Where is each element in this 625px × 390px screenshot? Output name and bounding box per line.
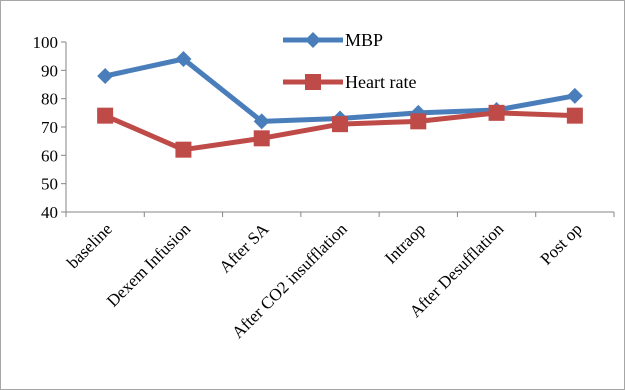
series-layer [97, 51, 583, 158]
legend: MBP Heart rate [283, 30, 416, 92]
data-point [97, 68, 114, 84]
legend-label: Heart rate [345, 72, 416, 92]
data-point [566, 87, 583, 104]
data-point [253, 113, 270, 130]
y-tick-label: 100 [33, 33, 59, 52]
y-tick-label: 40 [41, 203, 58, 222]
data-point [97, 107, 114, 124]
data-point [488, 104, 505, 121]
y-tick-label: 80 [41, 90, 58, 109]
data-point [566, 107, 583, 124]
y-tick-label: 90 [41, 61, 58, 80]
data-point [410, 113, 427, 130]
legend-marker [305, 32, 321, 48]
legend-marker [305, 74, 321, 90]
legend-entry: Heart rate [283, 72, 416, 92]
data-point [253, 130, 270, 147]
y-tick-label: 70 [41, 118, 58, 137]
legend-entry: MBP [283, 30, 383, 50]
y-tick-label: 50 [41, 175, 58, 194]
data-point [332, 116, 348, 133]
legend-label: MBP [345, 30, 383, 50]
data-point [175, 51, 192, 67]
y-axis-ticks: 40 50 60 70 80 90 100 [33, 33, 66, 222]
data-point [175, 141, 192, 158]
y-tick-label: 60 [41, 146, 58, 165]
series-1 [97, 104, 583, 158]
